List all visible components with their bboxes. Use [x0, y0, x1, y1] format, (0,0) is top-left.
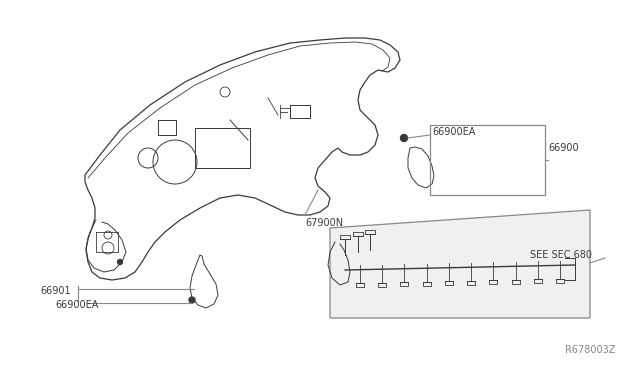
Circle shape [189, 297, 195, 303]
Circle shape [401, 135, 408, 141]
Text: 67900N: 67900N [305, 218, 343, 228]
Polygon shape [330, 210, 590, 318]
Text: SEE SEC 680: SEE SEC 680 [530, 250, 592, 260]
Text: 66900: 66900 [548, 143, 579, 153]
Text: 66900EA: 66900EA [55, 300, 99, 310]
Text: 66901: 66901 [40, 286, 70, 296]
Circle shape [118, 260, 122, 264]
Text: R678003Z: R678003Z [565, 345, 616, 355]
Text: 66900EA: 66900EA [432, 127, 476, 137]
